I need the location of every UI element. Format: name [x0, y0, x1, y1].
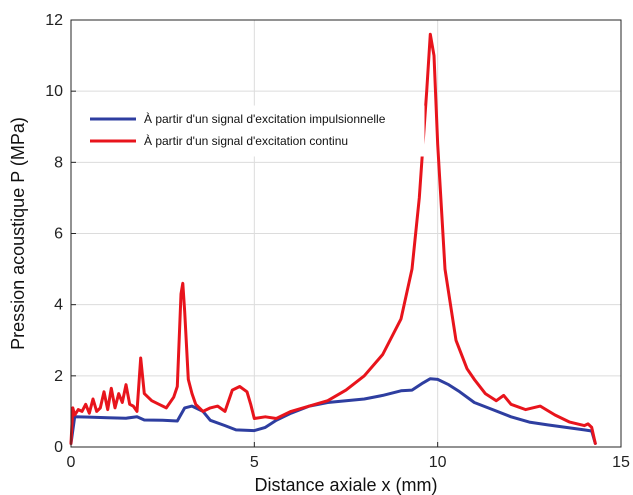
x-tick-label: 5 — [250, 454, 259, 471]
x-tick-label: 10 — [429, 454, 447, 471]
x-tick-label: 15 — [612, 454, 630, 471]
y-tick-label: 2 — [54, 368, 63, 385]
y-axis-label: Pression acoustique P (MPa) — [8, 117, 28, 350]
y-tick-label: 0 — [54, 439, 63, 456]
y-tick-label: 12 — [45, 12, 63, 29]
y-tick-label: 4 — [54, 297, 63, 314]
y-tick-label: 6 — [54, 226, 63, 243]
ticks: 0 5 10 15 0 2 4 6 8 10 12 — [45, 12, 630, 471]
legend-box — [83, 105, 425, 157]
y-tick-label: 10 — [45, 83, 63, 100]
legend-label-continu: À partir d'un signal d'excitation contin… — [144, 133, 348, 148]
series-line-continu — [69, 32, 597, 445]
legend-label-impulsionnelle: À partir d'un signal d'excitation impuls… — [144, 111, 386, 126]
legend: À partir d'un signal d'excitation impuls… — [83, 105, 425, 157]
y-tick-label: 8 — [54, 154, 63, 171]
series-layer — [69, 32, 597, 445]
x-tick-label: 0 — [67, 454, 76, 471]
x-axis-label: Distance axiale x (mm) — [254, 475, 437, 495]
